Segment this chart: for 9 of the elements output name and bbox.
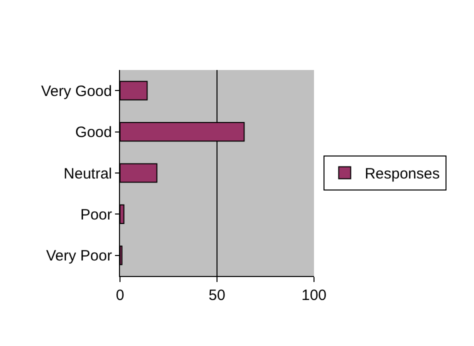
x-tick-label: 0	[116, 287, 124, 304]
x-tick-label: 50	[208, 287, 226, 304]
y-tick-label: Poor	[80, 206, 112, 224]
y-tick-label: Neutral	[64, 165, 112, 182]
y-tick-label: Very Poor	[46, 248, 112, 265]
x-tick-label: 100	[301, 287, 327, 304]
y-tick-label: Very Good	[41, 82, 112, 100]
y-tick-label: Good	[75, 124, 112, 142]
legend-label: Responses	[364, 166, 440, 183]
